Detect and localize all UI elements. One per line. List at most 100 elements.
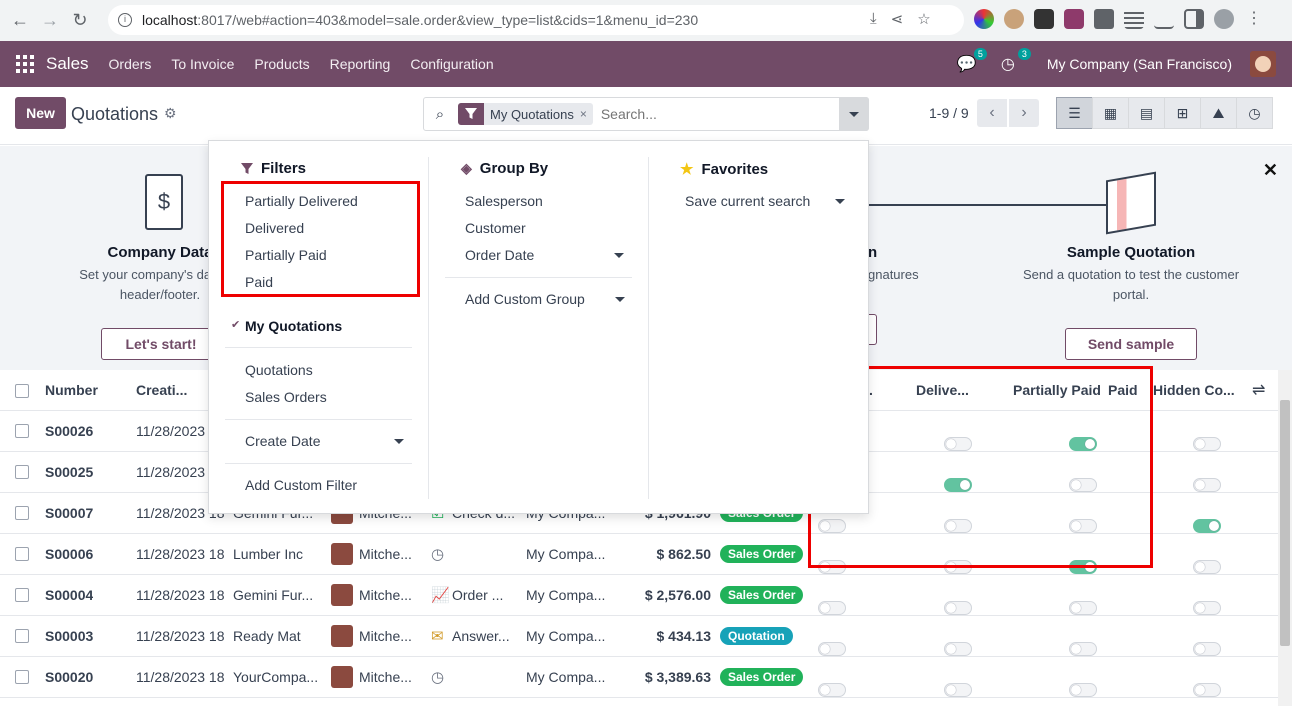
site-info-icon[interactable]: i bbox=[118, 13, 132, 27]
gear-icon[interactable]: ⚙ bbox=[164, 105, 177, 121]
back-icon[interactable]: ← bbox=[11, 10, 29, 30]
company-switcher[interactable]: My Company (San Francisco) bbox=[1046, 56, 1232, 72]
select-all-checkbox[interactable] bbox=[15, 384, 29, 398]
boolean-toggle[interactable] bbox=[944, 437, 972, 451]
header-delivered[interactable]: Delive... bbox=[916, 382, 969, 398]
boolean-toggle[interactable] bbox=[1069, 437, 1097, 451]
filter-partially-paid[interactable]: Partially Paid bbox=[245, 247, 327, 263]
boolean-toggle[interactable] bbox=[818, 642, 846, 656]
save-search-caret-icon[interactable] bbox=[835, 199, 845, 204]
search-input[interactable] bbox=[600, 106, 811, 122]
pivot-view-icon[interactable]: ⊞ bbox=[1164, 97, 1201, 129]
facet-remove-icon[interactable]: × bbox=[579, 107, 587, 121]
boolean-toggle[interactable] bbox=[1193, 478, 1221, 492]
boolean-toggle[interactable] bbox=[1069, 683, 1097, 697]
boolean-toggle[interactable] bbox=[1193, 642, 1221, 656]
extension-color-icon[interactable] bbox=[974, 9, 994, 29]
boolean-toggle[interactable] bbox=[818, 519, 846, 533]
bookmark-star-icon[interactable]: ☆ bbox=[917, 11, 931, 28]
boolean-toggle[interactable] bbox=[1069, 519, 1097, 533]
envelope-icon[interactable]: ✉ bbox=[431, 628, 444, 645]
pager-next-button[interactable]: › bbox=[1009, 99, 1039, 127]
boolean-toggle[interactable] bbox=[1193, 437, 1221, 451]
boolean-toggle[interactable] bbox=[1069, 642, 1097, 656]
extension-x-icon[interactable] bbox=[1064, 9, 1084, 29]
add-custom-group[interactable]: Add Custom Group bbox=[465, 291, 585, 307]
side-panel-icon[interactable] bbox=[1184, 9, 1204, 29]
menu-to-invoice[interactable]: To Invoice bbox=[171, 56, 235, 72]
messages-icon[interactable]: 💬 5 bbox=[957, 48, 987, 74]
filter-partially-delivered[interactable]: Partially Delivered bbox=[245, 193, 358, 209]
list-scrollbar[interactable] bbox=[1278, 370, 1292, 706]
search-options-toggle[interactable] bbox=[839, 97, 869, 131]
menu-orders[interactable]: Orders bbox=[108, 56, 152, 72]
header-partially-delivered[interactable]: . bbox=[869, 382, 873, 398]
lets-start-button[interactable]: Let's start! bbox=[101, 328, 221, 360]
table-row[interactable]: S00006 11/28/2023 18 Lumber Inc Mitche... ◷ M… bbox=[0, 534, 1278, 575]
address-bar[interactable]: i localhost:8017/web#action=403&model=sa… bbox=[108, 5, 964, 35]
boolean-toggle[interactable] bbox=[1193, 601, 1221, 615]
calendar-view-icon[interactable]: ▤ bbox=[1128, 97, 1165, 129]
list-view-icon[interactable]: ☰ bbox=[1056, 97, 1093, 129]
install-icon[interactable]: ⤓ bbox=[870, 10, 877, 27]
boolean-toggle[interactable] bbox=[1069, 601, 1097, 615]
app-name[interactable]: Sales bbox=[46, 54, 89, 73]
row-checkbox[interactable] bbox=[15, 670, 29, 684]
boolean-toggle[interactable] bbox=[944, 478, 972, 492]
row-checkbox[interactable] bbox=[15, 424, 29, 438]
kanban-view-icon[interactable]: ▦ bbox=[1092, 97, 1129, 129]
header-creation-date[interactable]: Creati... bbox=[136, 382, 188, 398]
new-button[interactable]: New bbox=[15, 97, 66, 129]
add-custom-filter[interactable]: Add Custom Filter bbox=[245, 477, 358, 493]
pager-value[interactable]: 1-9 / 9 bbox=[929, 105, 969, 121]
close-icon[interactable]: ✕ bbox=[1262, 160, 1278, 180]
filter-sales-orders[interactable]: Sales Orders bbox=[245, 389, 327, 405]
boolean-toggle[interactable] bbox=[944, 601, 972, 615]
create-date-caret-icon[interactable] bbox=[394, 439, 404, 444]
save-current-search[interactable]: Save current search bbox=[685, 193, 811, 209]
reload-icon[interactable]: ↻ bbox=[72, 10, 88, 30]
order-date-caret-icon[interactable] bbox=[614, 253, 624, 258]
row-checkbox[interactable] bbox=[15, 465, 29, 479]
header-hidden-column[interactable]: Hidden Co... bbox=[1153, 382, 1235, 398]
groupby-salesperson[interactable]: Salesperson bbox=[465, 193, 543, 209]
row-checkbox[interactable] bbox=[15, 629, 29, 643]
menu-reporting[interactable]: Reporting bbox=[329, 56, 391, 72]
extensions-puzzle-icon[interactable] bbox=[1094, 9, 1114, 29]
apps-menu-icon[interactable] bbox=[16, 55, 34, 73]
boolean-toggle[interactable] bbox=[1193, 683, 1221, 697]
table-row[interactable]: S00003 11/28/2023 18 Ready Mat Mitche... ✉ An… bbox=[0, 616, 1278, 657]
optional-columns-icon[interactable]: ⇌ bbox=[1252, 382, 1266, 399]
filter-quotations[interactable]: Quotations bbox=[245, 362, 313, 378]
download-icon[interactable] bbox=[1154, 9, 1174, 29]
filter-paid[interactable]: Paid bbox=[245, 274, 274, 290]
header-number[interactable]: Number bbox=[45, 382, 98, 398]
boolean-toggle[interactable] bbox=[1069, 478, 1097, 492]
header-paid[interactable]: Paid bbox=[1108, 382, 1138, 398]
chart-line-icon[interactable]: 📈 bbox=[431, 587, 450, 604]
boolean-toggle[interactable] bbox=[944, 519, 972, 533]
clock-icon[interactable]: ◷ bbox=[431, 546, 445, 563]
boolean-toggle[interactable] bbox=[1193, 560, 1221, 574]
row-checkbox[interactable] bbox=[15, 588, 29, 602]
filter-my-quotations[interactable]: My Quotations bbox=[245, 318, 343, 334]
activity-view-icon[interactable]: ◷ bbox=[1236, 97, 1273, 129]
extension-coffee-icon[interactable] bbox=[1034, 9, 1054, 29]
custom-group-caret-icon[interactable] bbox=[615, 297, 625, 302]
send-sample-button[interactable]: Send sample bbox=[1065, 328, 1197, 360]
forward-icon[interactable]: → bbox=[41, 10, 59, 30]
menu-products[interactable]: Products bbox=[254, 56, 310, 72]
groupby-customer[interactable]: Customer bbox=[465, 220, 526, 236]
pager-previous-button[interactable]: ‹ bbox=[977, 99, 1007, 127]
clock-icon[interactable]: ◷ bbox=[431, 669, 445, 686]
boolean-toggle[interactable] bbox=[944, 642, 972, 656]
filter-create-date[interactable]: Create Date bbox=[245, 433, 321, 449]
menu-configuration[interactable]: Configuration bbox=[410, 56, 494, 72]
share-icon[interactable]: ⋖ bbox=[890, 11, 904, 28]
activities-clock-icon[interactable]: ◷ 3 bbox=[1001, 48, 1031, 74]
boolean-toggle[interactable] bbox=[944, 683, 972, 697]
filter-delivered[interactable]: Delivered bbox=[245, 220, 305, 236]
browser-menu-icon[interactable]: ⋮ bbox=[1246, 10, 1262, 27]
boolean-toggle[interactable] bbox=[818, 683, 846, 697]
table-row[interactable]: S00020 11/28/2023 18 YourCompa... Mitche...… bbox=[0, 657, 1278, 698]
